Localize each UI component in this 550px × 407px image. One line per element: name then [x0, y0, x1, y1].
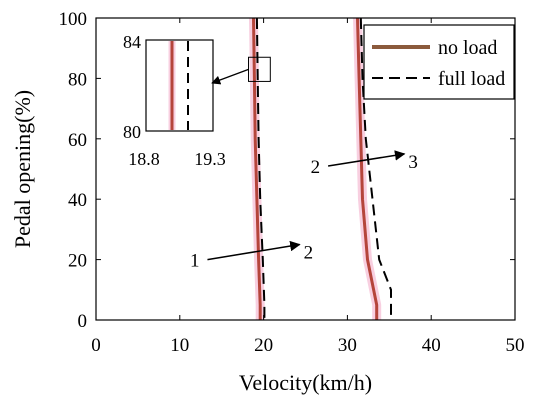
annotation-from-label: 1: [190, 251, 200, 272]
y-tick-label: 40: [68, 190, 87, 211]
inset-x-label: 18.8: [128, 149, 160, 169]
inset-frame: [145, 39, 214, 132]
annotation-arrow: [207, 240, 301, 261]
y-axis-label: Pedal opening(%): [10, 90, 35, 248]
annotation-from-label: 2: [311, 157, 321, 178]
y-tick-label: 80: [68, 69, 87, 90]
legend-label-full-load: full load: [438, 68, 505, 90]
legend-label-no-load: no load: [438, 37, 497, 59]
y-tick-label: 0: [78, 311, 88, 332]
x-tick-label: 0: [91, 335, 101, 356]
data-lines: [249, 17, 392, 320]
annotation-to-label: 3: [408, 152, 418, 173]
x-tick-label: 40: [422, 335, 441, 356]
inset-x-label: 19.3: [194, 149, 226, 169]
y-tick-label: 60: [68, 130, 87, 151]
y-tick-label: 100: [59, 9, 88, 30]
x-tick-label: 20: [254, 335, 273, 356]
series-line-no-load-gear-1-2: [252, 17, 262, 320]
annotation-arrow: [328, 150, 406, 167]
x-tick-label: 10: [170, 335, 189, 356]
series-line-no-load-gear-2-3: [356, 17, 379, 320]
series-line-full-load-gear-2-3: [359, 17, 392, 320]
y-tick-label: 20: [68, 251, 87, 272]
legend-box: [363, 24, 515, 100]
inset-y-label: 84: [123, 32, 141, 52]
legend: no load full load: [363, 24, 515, 100]
x-axis-label: Velocity(km/h): [239, 370, 372, 395]
plot-frame: [95, 17, 516, 321]
annotation-to-label: 2: [304, 243, 314, 264]
series-line-full-load-gear-1-2: [255, 17, 266, 320]
inset-y-label: 80: [123, 122, 141, 142]
x-tick-label: 30: [338, 335, 357, 356]
inset-connector-arrow: [211, 68, 249, 85]
x-tick-label: 50: [506, 335, 525, 356]
